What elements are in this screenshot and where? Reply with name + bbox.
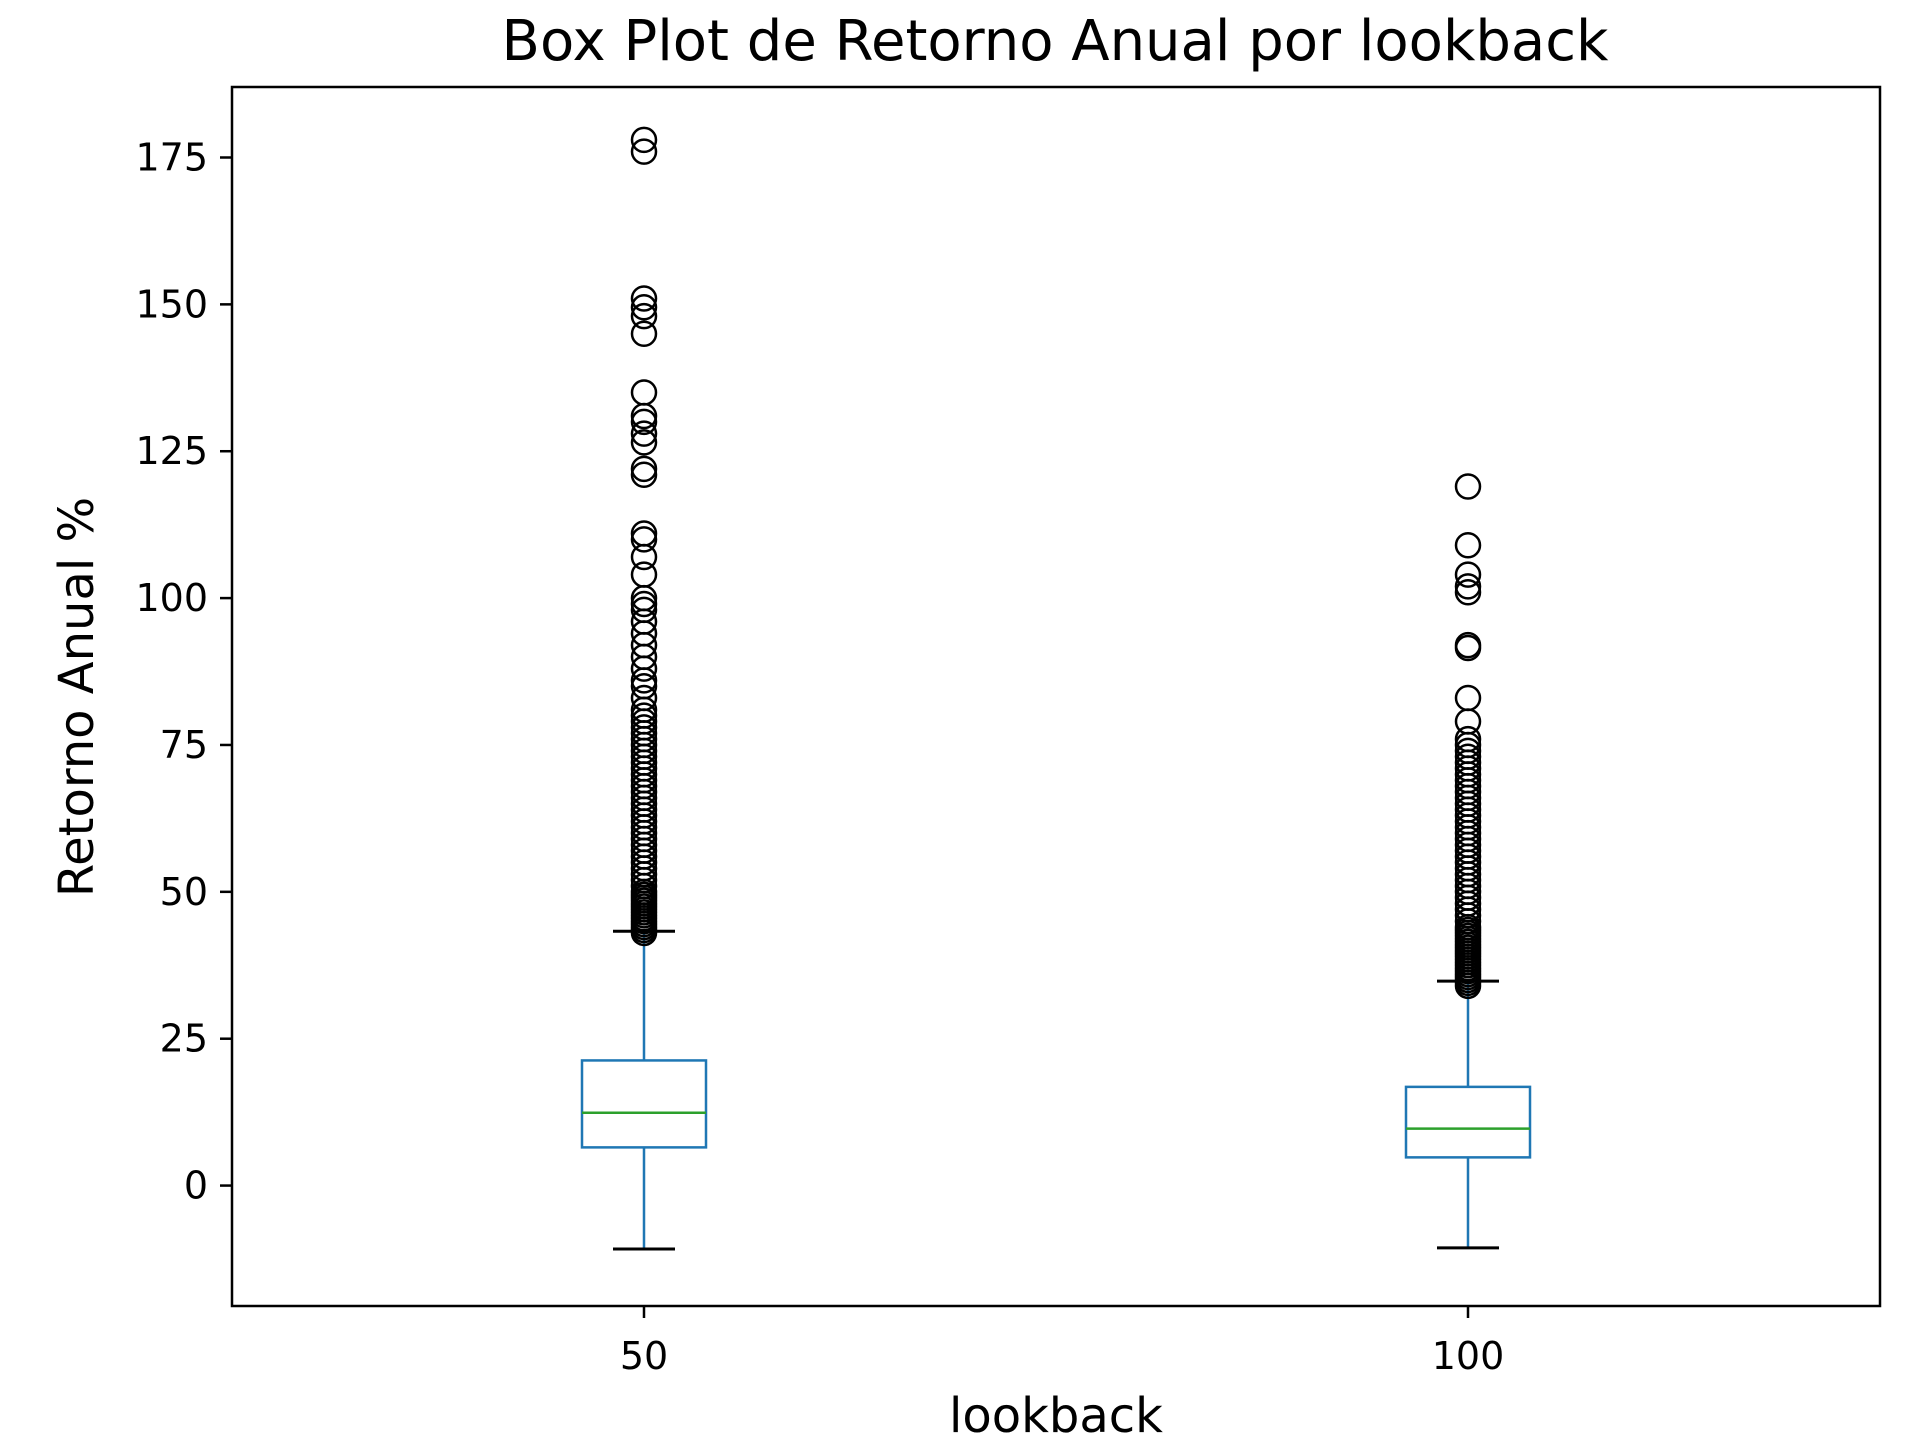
y-tick-label-100: 100 bbox=[135, 576, 208, 620]
outlier-point-50-71 bbox=[630, 285, 658, 312]
outlier-point-100-50 bbox=[1454, 737, 1482, 765]
outlier-point-50-57 bbox=[630, 561, 658, 588]
outlier-point-50-60 bbox=[630, 520, 658, 547]
y-tick-label-125: 125 bbox=[135, 429, 208, 473]
x-axis-label: lookback bbox=[949, 1388, 1163, 1440]
outlier-point-100-53 bbox=[1454, 708, 1482, 735]
outlier-point-100-54 bbox=[1454, 684, 1482, 712]
chart-title: Box Plot de Retorno Anual por lookback bbox=[502, 9, 1609, 74]
outlier-point-50-44 bbox=[630, 702, 658, 729]
y-tick-label-25: 25 bbox=[160, 1017, 208, 1061]
outlier-point-100-58 bbox=[1454, 573, 1482, 600]
plot-frame bbox=[230, 85, 1882, 1308]
outlier-point-100-52 bbox=[1454, 725, 1482, 753]
outlier-point-50-67 bbox=[630, 379, 658, 406]
plot-area: 0 25 50 75 100 125 150 175 50 100 bbox=[135, 126, 1532, 1378]
y-tick-label-175: 175 bbox=[135, 135, 208, 179]
outlier-point-100-60 bbox=[1454, 531, 1482, 559]
outlier-point-50-64 bbox=[630, 420, 658, 447]
x-tick-label-100: 100 bbox=[1432, 1334, 1505, 1378]
outlier-point-50-61 bbox=[630, 461, 658, 488]
outlier-point-100-59 bbox=[1454, 561, 1482, 588]
outlier-point-50-73 bbox=[630, 126, 658, 154]
box-50 bbox=[580, 1059, 708, 1149]
outlier-point-100-61 bbox=[1454, 473, 1482, 500]
outlier-point-50-62 bbox=[630, 455, 658, 483]
outlier-point-50-68 bbox=[630, 320, 658, 347]
y-tick-label-0: 0 bbox=[184, 1164, 208, 1208]
outlier-point-100-49 bbox=[1454, 743, 1482, 770]
outlier-point-50-42 bbox=[630, 714, 658, 741]
outlier-point-50-59 bbox=[630, 526, 658, 553]
outlier-point-50-70 bbox=[630, 294, 658, 321]
outlier-point-50-55 bbox=[630, 590, 658, 618]
outlier-point-50-63 bbox=[630, 429, 658, 456]
y-axis-label: Retorno Anual % bbox=[49, 497, 105, 897]
y-tick-label-75: 75 bbox=[160, 723, 208, 767]
outlier-point-50-46 bbox=[630, 684, 658, 712]
x-tick-label-50: 50 bbox=[620, 1334, 668, 1378]
y-tick-label-50: 50 bbox=[160, 870, 208, 914]
y-tick-label-150: 150 bbox=[135, 282, 208, 326]
outlier-point-50-65 bbox=[630, 408, 658, 436]
outlier-point-50-47 bbox=[630, 672, 658, 700]
outlier-point-100-57 bbox=[1454, 578, 1482, 606]
outlier-point-50-72 bbox=[630, 138, 658, 165]
outlier-point-50-66 bbox=[630, 402, 658, 430]
outlier-point-100-56 bbox=[1454, 631, 1482, 659]
outlier-point-50-69 bbox=[630, 302, 658, 330]
outlier-point-50-54 bbox=[630, 596, 658, 624]
box-100 bbox=[1404, 1085, 1532, 1159]
